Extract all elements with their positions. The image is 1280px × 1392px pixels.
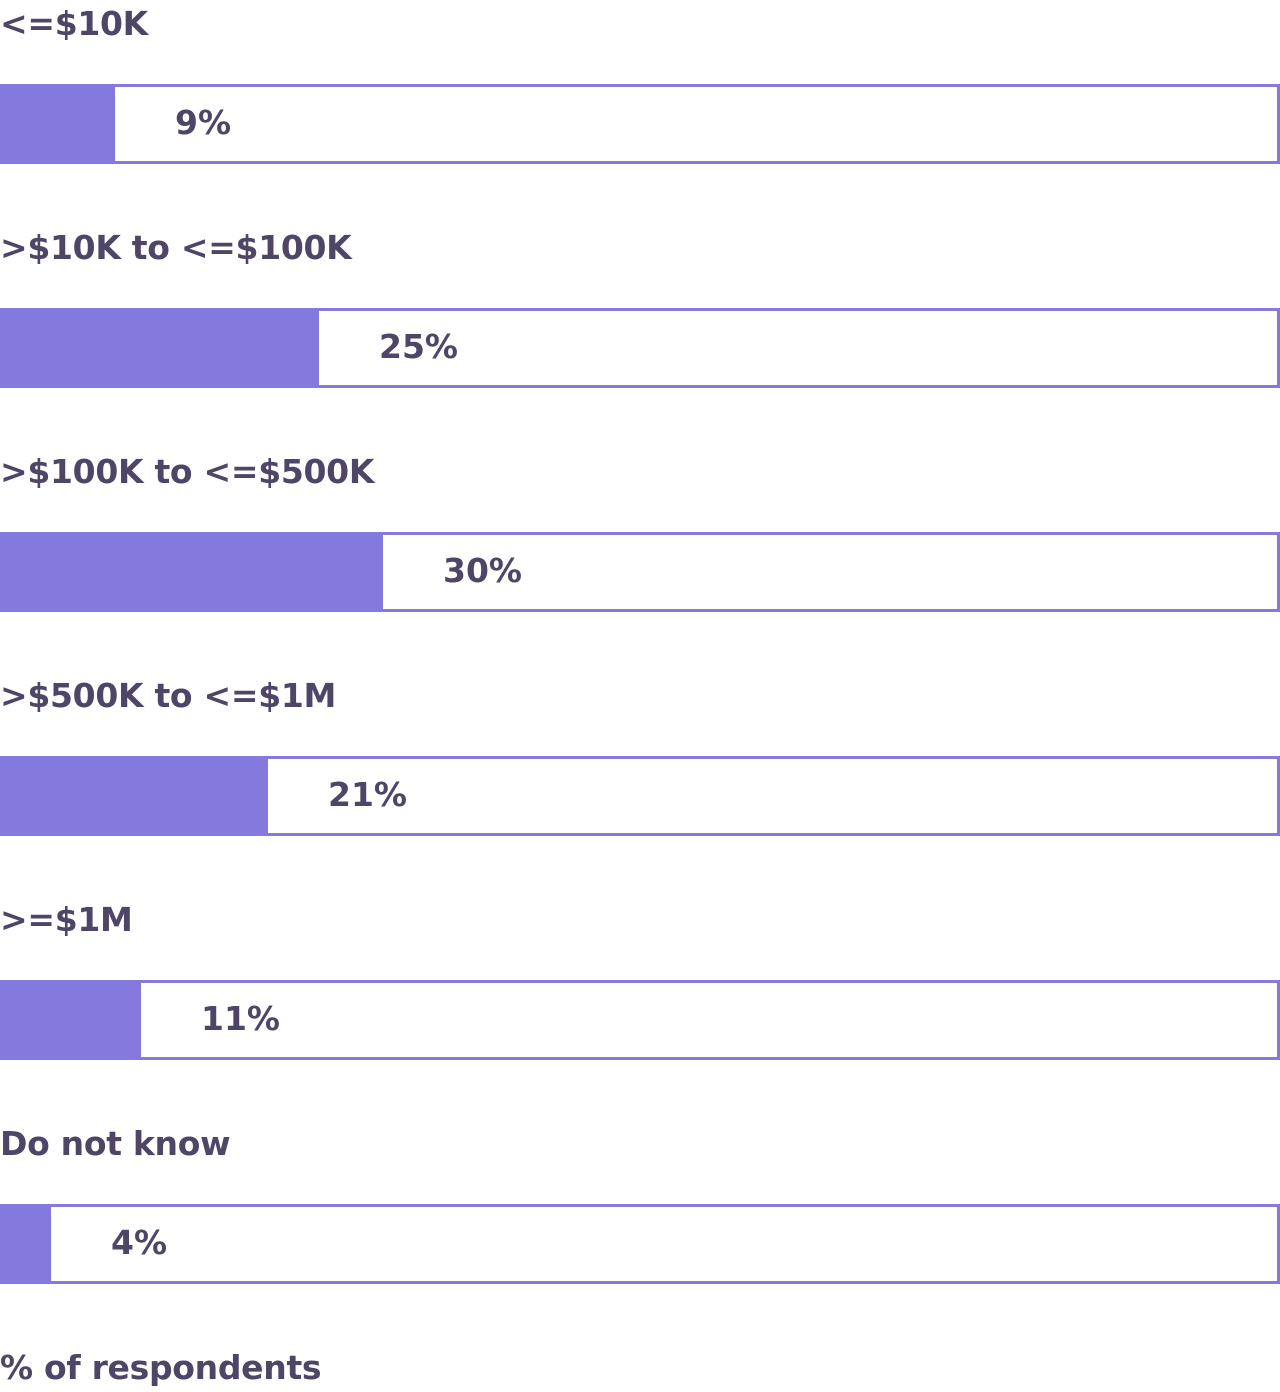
bar-row: <=$10K 9% [0, 0, 1280, 224]
value-label: 25% [379, 327, 458, 366]
bar-track [0, 84, 1280, 164]
value-label: 21% [328, 775, 407, 814]
category-label: <=$10K [0, 4, 148, 43]
bar-row: Do not know 4% [0, 1120, 1280, 1344]
bar-track [0, 980, 1280, 1060]
bar-row: >$500K to <=$1M 21% [0, 672, 1280, 896]
category-label: >$500K to <=$1M [0, 676, 337, 715]
bar [0, 84, 115, 164]
value-label: 30% [443, 551, 522, 590]
value-label: 11% [201, 999, 280, 1038]
category-label: >=$1M [0, 900, 133, 939]
bar [0, 532, 383, 612]
bar [0, 756, 268, 836]
bar [0, 980, 141, 1060]
x-axis-label: % of respondents [0, 1348, 322, 1387]
category-label: >$100K to <=$500K [0, 452, 375, 491]
bar [0, 308, 319, 388]
bar-row: >$100K to <=$500K 30% [0, 448, 1280, 672]
category-label: >$10K to <=$100K [0, 228, 352, 267]
bar-track [0, 1204, 1280, 1284]
bar-row: >$10K to <=$100K 25% [0, 224, 1280, 448]
category-label: Do not know [0, 1124, 231, 1163]
value-label: 9% [175, 103, 232, 142]
bar [0, 1204, 51, 1284]
bar-row: >=$1M 11% [0, 896, 1280, 1120]
value-label: 4% [111, 1223, 168, 1262]
